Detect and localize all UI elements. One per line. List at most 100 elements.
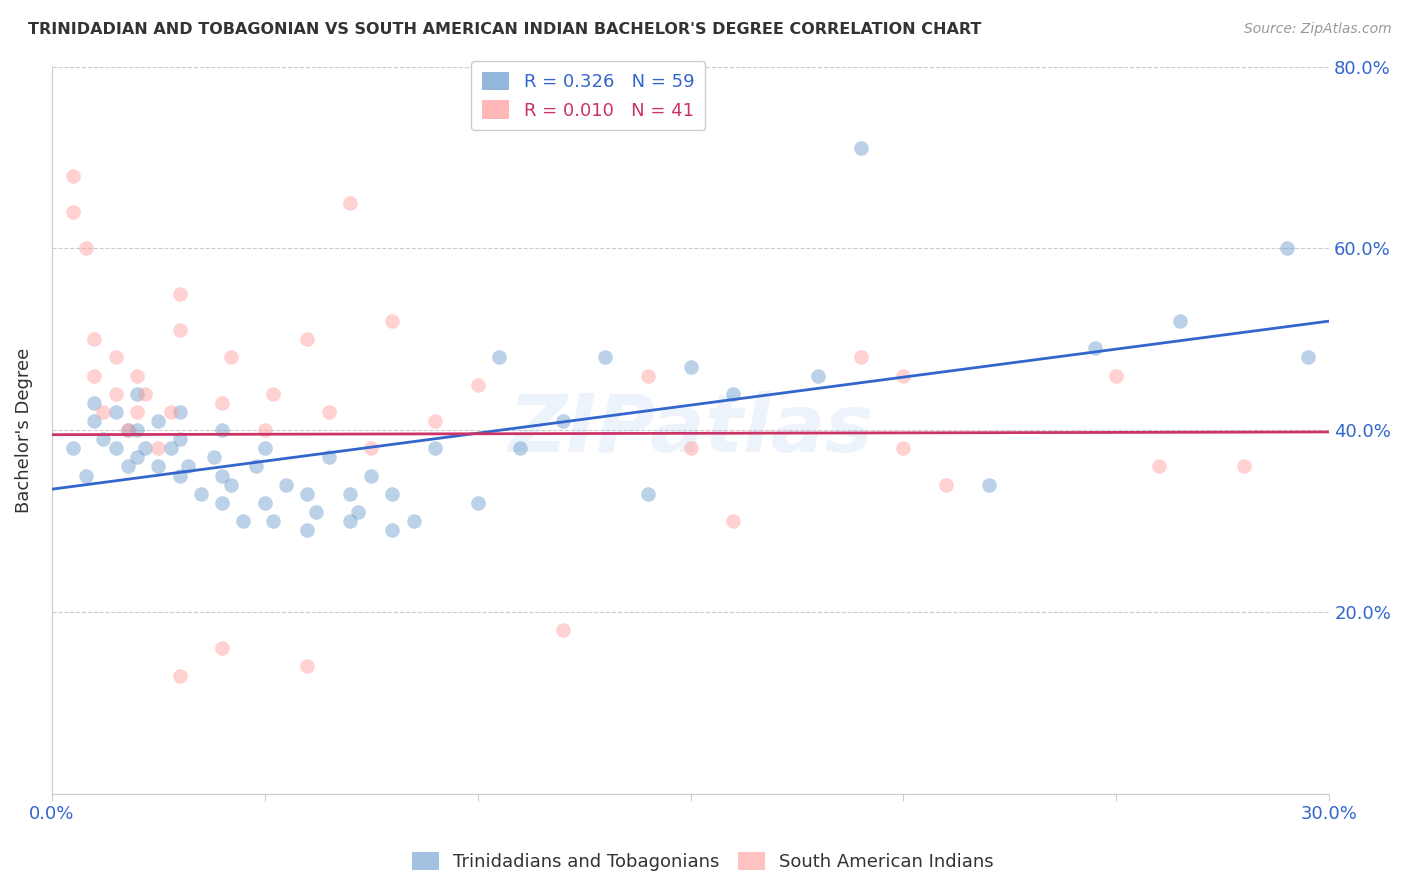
Point (849, 141, 872, 155)
Point (807, 368, 830, 383)
Point (509, 442, 531, 456)
Point (91, 405, 114, 419)
Point (160, 405, 183, 419)
Point (219, 351, 242, 365)
Point (75, 468, 97, 483)
Point (148, 442, 170, 456)
Y-axis label: Bachelor's Degree: Bachelor's Degree (15, 348, 32, 513)
Point (297, 487, 319, 501)
Point (849, 351, 872, 365)
Point (211, 423, 233, 437)
Point (1233, 459, 1256, 474)
Text: TRINIDADIAN AND TOBAGONIAN VS SOUTH AMERICAN INDIAN BACHELOR'S DEGREE CORRELATIO: TRINIDADIAN AND TOBAGONIAN VS SOUTH AMER… (28, 22, 981, 37)
Point (211, 468, 233, 483)
Point (245, 459, 267, 474)
Point (232, 514, 254, 528)
Point (381, 523, 404, 537)
Point (148, 414, 170, 428)
Point (62, 169, 84, 183)
Point (169, 286, 191, 301)
Point (148, 459, 170, 474)
Point (83, 396, 105, 410)
Point (423, 414, 446, 428)
Point (169, 468, 191, 483)
Point (423, 442, 446, 456)
Point (637, 487, 659, 501)
Point (935, 477, 957, 491)
Text: ZIPatlas: ZIPatlas (508, 391, 873, 469)
Point (347, 505, 370, 519)
Point (1168, 314, 1191, 328)
Point (360, 442, 382, 456)
Point (75, 241, 97, 255)
Point (297, 523, 319, 537)
Point (318, 450, 340, 465)
Point (62, 442, 84, 456)
Point (160, 442, 183, 456)
Legend: R = 0.326   N = 59, R = 0.010   N = 41: R = 0.326 N = 59, R = 0.010 N = 41 (471, 61, 706, 130)
Point (339, 487, 361, 501)
Point (219, 477, 242, 491)
Point (125, 450, 148, 465)
Point (381, 487, 404, 501)
Point (721, 514, 744, 528)
Point (360, 468, 382, 483)
Point (977, 477, 1000, 491)
Point (211, 641, 233, 656)
Point (297, 332, 319, 346)
Point (169, 323, 191, 337)
Point (83, 368, 105, 383)
Point (1084, 342, 1107, 356)
Point (679, 359, 702, 374)
Point (117, 459, 139, 474)
Point (104, 351, 127, 365)
Point (297, 659, 319, 673)
Point (1147, 459, 1170, 474)
Point (253, 423, 276, 437)
Point (467, 496, 489, 510)
Point (488, 351, 510, 365)
Point (893, 368, 915, 383)
Point (637, 368, 659, 383)
Point (262, 514, 284, 528)
Legend: Trinidadians and Tobagonians, South American Indians: Trinidadians and Tobagonians, South Amer… (405, 845, 1001, 879)
Point (253, 442, 276, 456)
Point (169, 668, 191, 682)
Point (104, 442, 127, 456)
Text: Source: ZipAtlas.com: Source: ZipAtlas.com (1244, 22, 1392, 37)
Point (125, 423, 148, 437)
Point (125, 386, 148, 401)
Point (381, 314, 404, 328)
Point (253, 496, 276, 510)
Point (721, 386, 744, 401)
Point (104, 405, 127, 419)
Point (551, 623, 574, 637)
Point (318, 405, 340, 419)
Point (83, 414, 105, 428)
Point (83, 332, 105, 346)
Point (551, 414, 574, 428)
Point (202, 450, 225, 465)
Point (402, 514, 425, 528)
Point (169, 405, 191, 419)
Point (467, 377, 489, 392)
Point (339, 514, 361, 528)
Point (679, 442, 702, 456)
Point (177, 459, 200, 474)
Point (134, 386, 156, 401)
Point (125, 368, 148, 383)
Point (211, 496, 233, 510)
Point (893, 442, 915, 456)
Point (305, 505, 328, 519)
Point (134, 442, 156, 456)
Point (117, 423, 139, 437)
Point (62, 205, 84, 219)
Point (91, 432, 114, 446)
Point (169, 432, 191, 446)
Point (339, 195, 361, 210)
Point (1296, 351, 1319, 365)
Point (262, 386, 284, 401)
Point (274, 477, 297, 491)
Point (211, 396, 233, 410)
Point (1105, 368, 1128, 383)
